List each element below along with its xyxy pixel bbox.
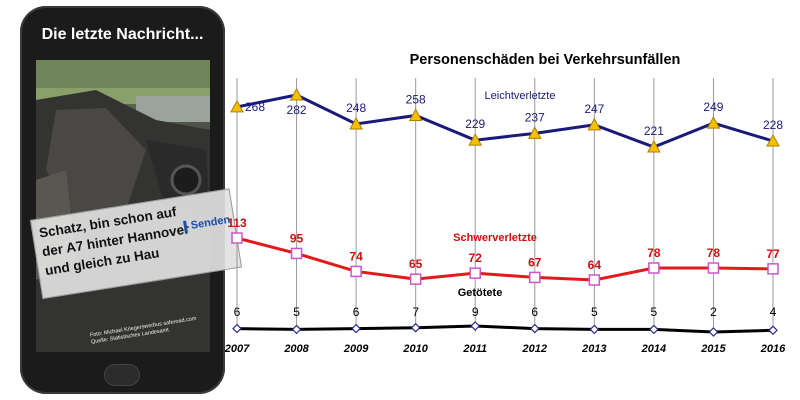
data-point xyxy=(708,327,719,337)
series-name-label: Getötete xyxy=(458,287,503,299)
x-tick-label: 2008 xyxy=(283,343,309,355)
series-name-label: Leichtverletzte xyxy=(485,90,556,102)
data-point xyxy=(408,108,423,121)
data-point xyxy=(706,116,721,129)
data-point xyxy=(230,99,244,113)
data-label: 72 xyxy=(469,251,483,265)
line-chart: Personenschäden bei Verkehrsunfällen 268… xyxy=(225,52,786,355)
data-point xyxy=(767,263,779,275)
series-name-label: Schwerverletzte xyxy=(453,232,537,244)
x-tick-label: 2015 xyxy=(700,343,726,355)
data-point xyxy=(289,87,304,101)
data-point xyxy=(707,262,720,274)
data-label: 248 xyxy=(346,101,366,115)
data-point xyxy=(469,267,481,279)
x-tick-label: 2016 xyxy=(760,343,786,355)
data-point xyxy=(649,324,659,335)
x-tick-labels: 2007 2008 2009 2010 2011 2012 2013 2014 2015 2016 xyxy=(225,343,786,355)
data-point xyxy=(529,323,540,334)
series-line xyxy=(236,236,774,282)
data-label: 6 xyxy=(531,305,538,319)
data-point xyxy=(290,247,303,260)
x-tick-label: 2010 xyxy=(402,343,428,355)
data-label: 9 xyxy=(472,305,479,319)
data-label: 249 xyxy=(703,100,723,114)
data-label: 228 xyxy=(763,118,783,132)
send-button[interactable]: Senden xyxy=(183,213,232,233)
data-label: 78 xyxy=(707,246,721,260)
data-label: 237 xyxy=(525,110,545,124)
data-label: 6 xyxy=(234,305,241,319)
data-label: 229 xyxy=(465,117,485,131)
data-point xyxy=(351,323,361,334)
series-line xyxy=(236,93,774,149)
data-point xyxy=(470,321,481,331)
data-label: 64 xyxy=(588,258,602,272)
x-tick-label: 2009 xyxy=(343,343,369,355)
data-label: 282 xyxy=(287,103,307,117)
data-point xyxy=(410,322,421,333)
x-tick-label: 2012 xyxy=(522,343,547,355)
data-label: 221 xyxy=(644,124,664,138)
data-point xyxy=(231,232,243,244)
data-point xyxy=(468,133,483,146)
data-label: 5 xyxy=(293,305,300,319)
x-tick-label: 2014 xyxy=(641,343,666,355)
data-label: 6 xyxy=(353,305,360,319)
data-label: 67 xyxy=(528,255,542,269)
data-point xyxy=(232,323,242,334)
data-label: 4 xyxy=(770,305,777,319)
data-label: 78 xyxy=(647,246,661,260)
data-label: 113 xyxy=(227,216,247,230)
data-point xyxy=(527,126,542,139)
data-label: 7 xyxy=(412,305,419,319)
data-point xyxy=(588,274,601,286)
x-tick-label: 2013 xyxy=(581,343,606,355)
data-point xyxy=(648,262,660,274)
data-point xyxy=(529,271,541,284)
data-point xyxy=(647,139,661,153)
data-point xyxy=(766,133,780,147)
data-label: 5 xyxy=(651,305,658,319)
vertical-gridlines xyxy=(236,78,774,332)
data-label: 2 xyxy=(710,305,717,319)
data-label: 95 xyxy=(290,231,304,245)
data-point xyxy=(291,324,302,335)
data-label: 65 xyxy=(409,257,423,271)
data-label: 247 xyxy=(584,102,604,116)
phone-frame: Die letzte Nachricht... Schatz, bin scho… xyxy=(20,6,243,394)
home-button[interactable] xyxy=(104,364,140,386)
data-label: 5 xyxy=(591,305,598,319)
x-tick-label: 2007 xyxy=(225,343,250,355)
data-label: 77 xyxy=(766,247,780,261)
data-point xyxy=(409,273,422,285)
data-label: 268 xyxy=(245,100,265,114)
data-point xyxy=(349,116,363,130)
data-point xyxy=(768,325,778,336)
x-tick-label: 2011 xyxy=(462,343,487,355)
data-label: 258 xyxy=(406,92,426,106)
data-point xyxy=(589,324,600,335)
data-point xyxy=(587,117,602,131)
chart-title: Personenschäden bei Verkehrsunfällen xyxy=(410,52,681,68)
series-line xyxy=(236,324,774,334)
phone-title: Die letzte Nachricht... xyxy=(41,26,204,43)
data-label: 74 xyxy=(349,249,363,263)
data-point xyxy=(350,265,362,278)
